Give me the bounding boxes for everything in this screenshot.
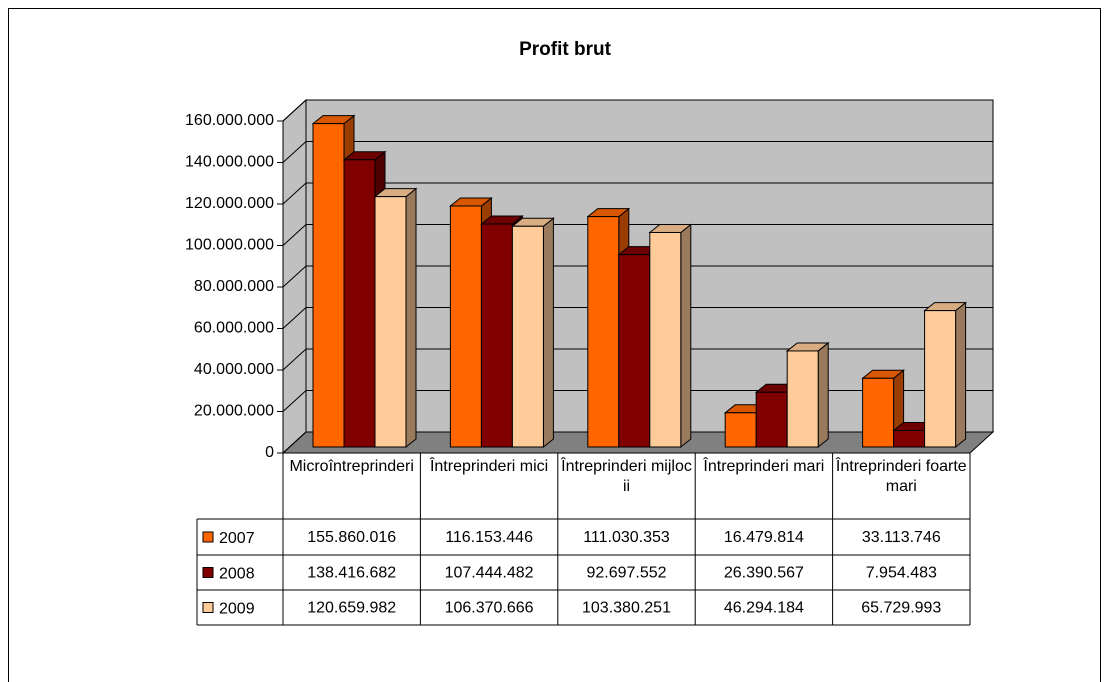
grid-line: [282, 182, 993, 205]
y-tick-label: 20.000.000: [194, 403, 274, 420]
category-label: Întreprinderi mijlocii: [561, 458, 692, 495]
grid-line: [282, 224, 993, 246]
bar: [312, 123, 345, 448]
table-value: 16.479.814: [724, 529, 804, 546]
legend-label: 2008: [219, 566, 255, 583]
bar: [480, 223, 513, 448]
table-value: 46.294.184: [724, 600, 804, 617]
y-tick-label: 100.000.000: [185, 237, 274, 254]
table-value: 116.153.446: [445, 529, 533, 546]
grid-line: [282, 141, 993, 163]
bar: [618, 254, 651, 448]
table-value: 107.444.482: [445, 565, 534, 582]
y-tick-label: 120.000.000: [185, 195, 274, 212]
bar: [449, 205, 482, 448]
table-value: 111.030.353: [583, 529, 670, 546]
grid-line: [282, 307, 993, 329]
bar: [649, 231, 682, 448]
category-label: Întreprinderi mici: [429, 458, 549, 475]
category-label: Întreprinderi foarte mari: [835, 458, 967, 495]
legend-key: [202, 567, 214, 578]
bar: [587, 216, 620, 448]
table-value: 33.113.746: [862, 529, 941, 546]
legend-key: [202, 531, 214, 543]
bar: [374, 196, 407, 448]
y-tick-label: 160.000.000: [185, 112, 274, 129]
table-value: 7.954.483: [866, 565, 937, 582]
table-value: 138.416.682: [307, 565, 396, 582]
grid-line: [282, 99, 993, 122]
table-value: 155.860.016: [307, 529, 396, 546]
bar-side: [405, 187, 417, 449]
table-value: 120.659.982: [307, 600, 396, 617]
bar-side: [817, 341, 829, 449]
table-value: 26.390.567: [724, 565, 804, 582]
bar: [755, 391, 788, 448]
legend-key: [202, 602, 214, 613]
bar-side: [680, 223, 692, 449]
bar: [511, 225, 544, 448]
chart-title: Profit brut: [519, 39, 611, 60]
y-tick-label: 60.000.000: [194, 320, 274, 337]
legend-label: 2009: [219, 601, 255, 618]
grid-line: [282, 348, 993, 371]
category-label: Microîntreprinderi: [289, 458, 414, 475]
table-value: 65.729.993: [861, 600, 941, 617]
table-value: 103.380.251: [582, 600, 671, 617]
bar: [724, 412, 757, 448]
y-tick-label: 140.000.000: [185, 154, 274, 171]
y-tick-label: 0: [265, 444, 274, 461]
bar: [893, 429, 926, 448]
bar: [343, 159, 376, 448]
bar: [924, 310, 957, 448]
bar: [786, 350, 819, 448]
category-label: Întreprinderi mari: [703, 458, 825, 475]
y-tick-label: 40.000.000: [194, 361, 274, 378]
bar: [862, 377, 895, 448]
bar-side: [955, 301, 967, 449]
table-value: 92.697.552: [586, 565, 666, 582]
legend-label: 2007: [219, 530, 255, 547]
bar-side: [542, 217, 554, 449]
grid-line: [282, 265, 993, 288]
table-value: 106.370.666: [445, 600, 534, 617]
y-tick-label: 80.000.000: [194, 278, 274, 295]
